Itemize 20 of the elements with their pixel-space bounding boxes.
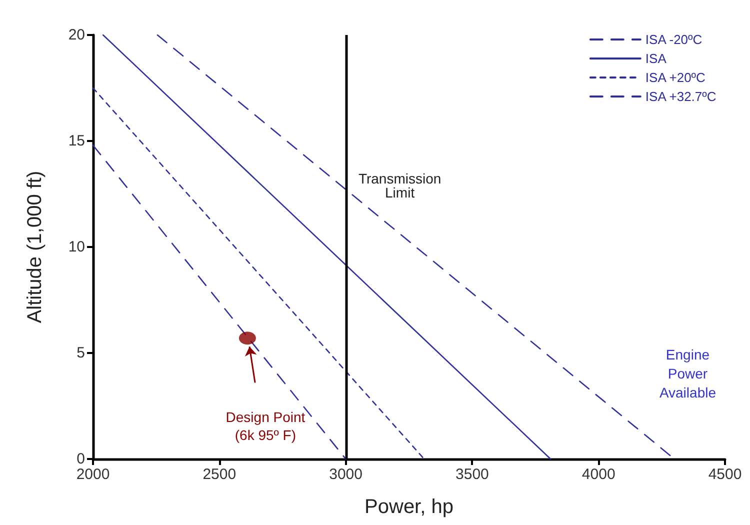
y-tick-label: 15 [68, 132, 85, 150]
x-tick-label: 4000 [582, 466, 616, 483]
annotation: Engine Power Available [659, 346, 716, 400]
x-tick-label: 2500 [202, 466, 236, 483]
y-axis-title: Altitude (1,000 ft) [24, 170, 46, 324]
x-tick-label: 3500 [456, 466, 489, 483]
legend-label: ISA +32.7ºC [645, 89, 716, 104]
y-tick-label: 5 [76, 344, 85, 362]
x-tick-label: 4500 [708, 466, 742, 483]
x-tick-label: 3000 [329, 466, 362, 483]
y-tick-label: 10 [68, 238, 85, 256]
annotation: Design Point (6k 95º F) [226, 409, 306, 444]
legend-label: ISA -20ºC [645, 32, 702, 47]
y-tick-label: 0 [76, 450, 85, 468]
ref-line-label: Transmission Limit [358, 170, 442, 201]
y-tick-label: 20 [68, 26, 85, 44]
legend-label: ISA +20ºC [645, 70, 706, 85]
x-axis-title: Power, hp [364, 496, 454, 518]
x-tick-label: 2000 [76, 466, 110, 483]
legend-label: ISA [645, 51, 667, 66]
